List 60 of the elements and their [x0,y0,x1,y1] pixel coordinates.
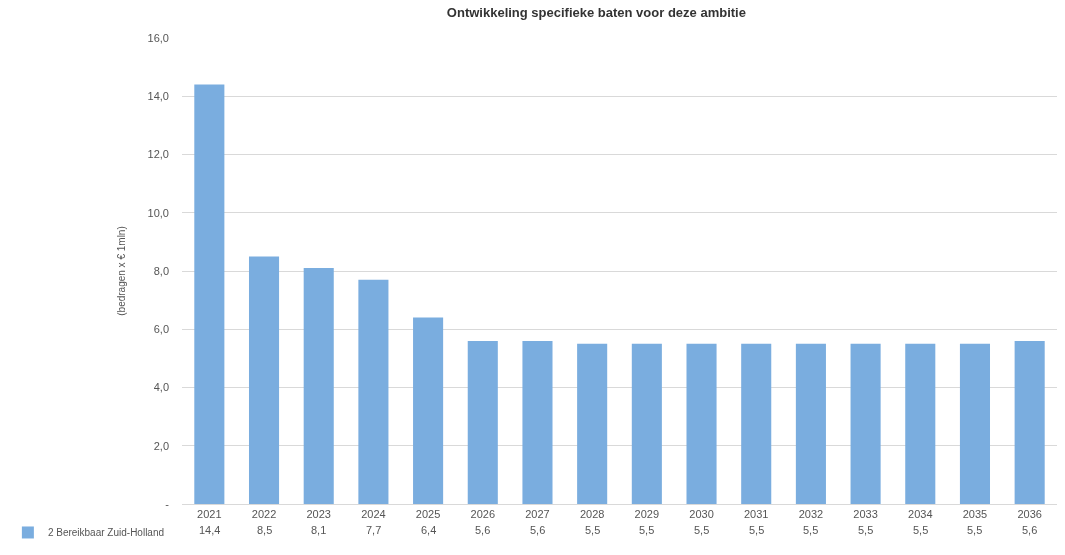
x-tick-label: 2035 [962,508,988,521]
y-tick-label: 12,0 [147,148,169,161]
y-axis-title: (bedragen x € 1mln) [115,226,127,316]
y-tick-label: 2,0 [153,439,169,452]
bar [194,84,225,504]
bar [248,256,280,504]
bar [795,343,826,504]
data-label: 5,5 [639,524,655,536]
x-tick-label: 2029 [634,508,660,521]
bar [358,279,389,504]
data-label: 8,1 [311,524,327,536]
x-tick-label: 2027 [525,508,550,521]
y-tick-label: 14,0 [147,90,169,103]
x-tick-label: 2033 [853,508,878,521]
data-label: 5,6 [1022,524,1038,536]
y-tick-label: 16,0 [147,31,169,44]
x-tick-label: 2031 [743,508,769,521]
bar [522,340,553,504]
data-label: 5,5 [749,524,765,536]
x-tick-label: 2028 [579,508,605,521]
bar [905,343,936,504]
data-label: 6,4 [421,524,437,536]
bar [303,268,334,504]
bar [631,343,662,504]
bar [850,343,881,504]
bar [959,343,991,504]
y-tick-label: 8,0 [153,264,169,277]
x-tick-label: 2034 [908,508,933,521]
data-label: 5,5 [585,524,601,536]
bar [467,340,498,504]
bar [577,343,608,504]
x-tick-label: 2024 [361,508,386,521]
data-label: 5,5 [913,524,929,536]
legend-label: 2 Bereikbaar Zuid-Holland [47,527,165,539]
data-label: 5,5 [967,524,983,536]
x-tick-label: 2032 [798,508,824,521]
x-tick-label: 2036 [1017,508,1042,521]
data-label: 5,5 [694,524,710,536]
bar [1014,340,1045,504]
x-tick-label: 2026 [470,508,496,521]
y-tick-label: - [165,497,170,510]
x-tick-label: 2025 [415,508,441,521]
y-tick-label: 10,0 [147,206,169,219]
x-tick-label: 2021 [197,508,222,521]
x-tick-label: 2022 [251,508,277,521]
chart-title: Ontwikkeling specifieke baten voor deze ambitie [446,5,746,21]
y-tick-label: 4,0 [153,381,169,394]
x-tick-label: 2030 [689,508,714,521]
data-label: 8,5 [257,524,273,536]
data-label: 7,7 [366,524,382,536]
data-label: 5,6 [475,524,491,536]
data-label: 5,5 [858,524,874,536]
data-label: 5,6 [530,524,546,536]
bar [413,317,444,504]
data-label: 14,4 [199,524,221,536]
x-tick-label: 2023 [306,508,331,521]
bar [686,343,717,504]
data-label: 5,5 [803,524,819,536]
y-tick-label: 6,0 [153,323,169,336]
bar [741,343,772,504]
